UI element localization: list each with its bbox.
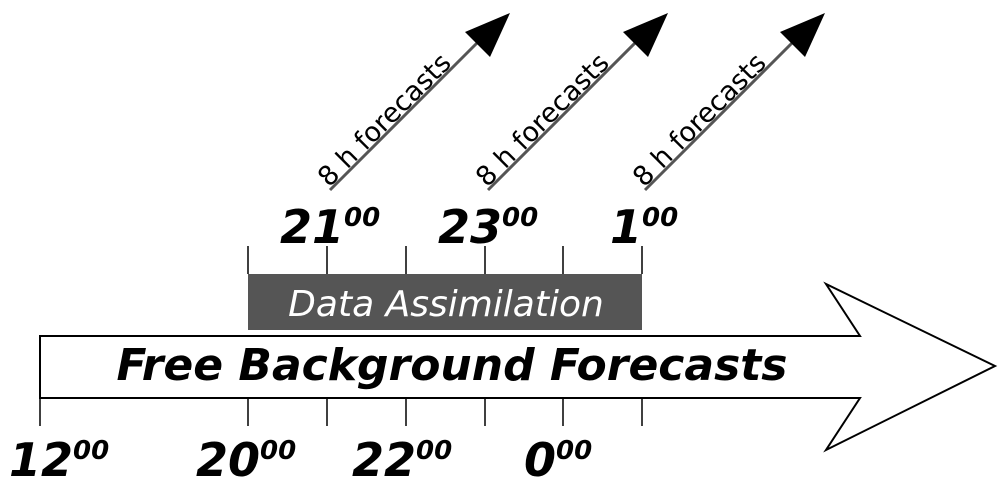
bottom-time-label: 1200 xyxy=(9,433,109,480)
forecast-arrowhead xyxy=(465,13,510,57)
assimilation-window-box xyxy=(248,274,642,330)
forecast-arrowhead xyxy=(623,13,668,57)
forecast-arrow: 8 h forecasts xyxy=(627,13,825,193)
forecast-label: 8 h forecasts xyxy=(470,47,615,192)
timeline-arrow xyxy=(39,281,998,453)
top-ticks xyxy=(247,246,643,274)
bottom-time-label: 2200 xyxy=(352,433,452,480)
assimilation-label: Data Assimilation xyxy=(288,284,604,325)
bottom-time-label: 000 xyxy=(524,433,592,480)
main-bar-label: Free Background Forecasts xyxy=(117,340,788,391)
bottom-ticks xyxy=(39,398,643,426)
forecast-label: 8 h forecasts xyxy=(312,47,457,192)
bottom-time-label: 2000 xyxy=(196,433,296,480)
top-time-label: 100 xyxy=(610,200,678,254)
top-time-label: 2300 xyxy=(438,200,538,254)
top-time-label: 2100 xyxy=(280,200,380,254)
forecast-arrowhead xyxy=(780,13,825,57)
forecast-label: 8 h forecasts xyxy=(627,47,772,192)
